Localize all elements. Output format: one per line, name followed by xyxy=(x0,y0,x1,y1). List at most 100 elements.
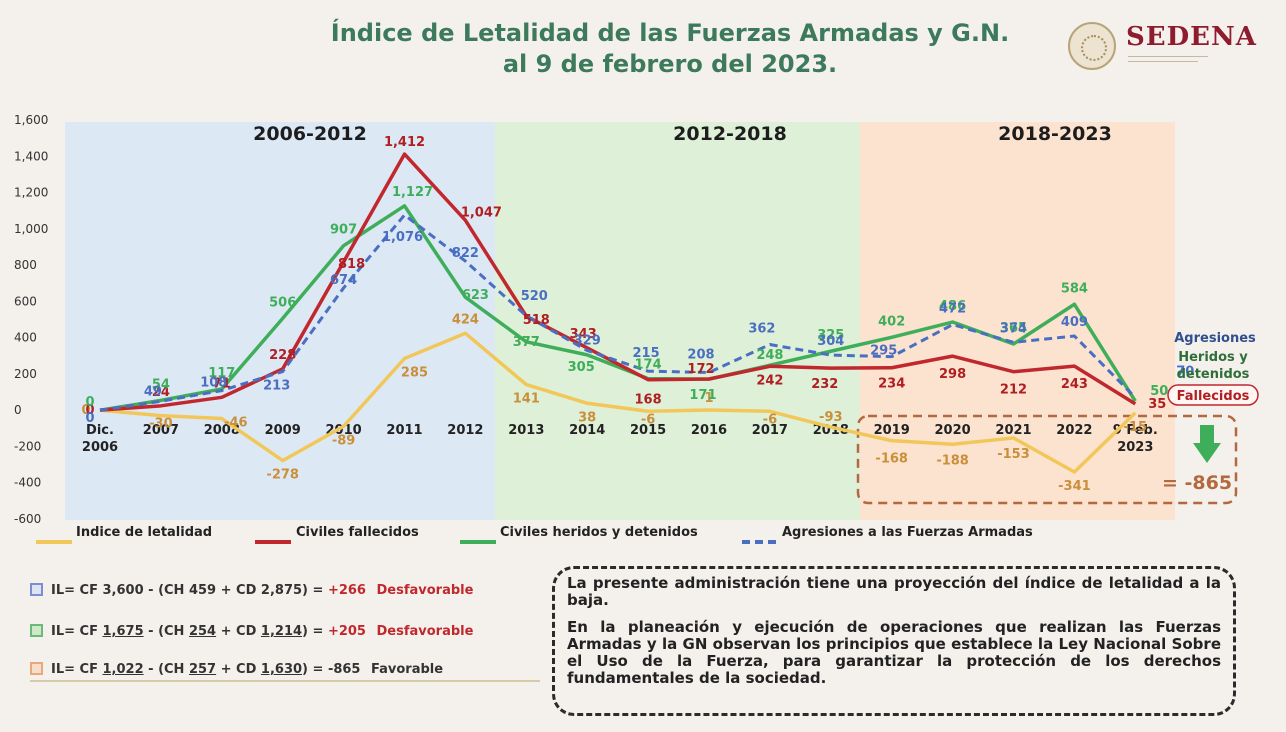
formula-mid1: - (CH xyxy=(143,662,189,677)
data-label: 298 xyxy=(939,367,966,382)
formula-verdict: Favorable xyxy=(371,662,444,677)
period-label-3: 2018-2023 xyxy=(998,123,1112,145)
x-tick-label: 9 Feb. xyxy=(1113,423,1158,438)
data-label: -30 xyxy=(149,417,173,432)
y-tick-label: -200 xyxy=(14,439,41,453)
formula-mid3: ) = xyxy=(302,583,328,598)
data-label: 174 xyxy=(635,358,662,373)
data-label: 343 xyxy=(570,327,597,342)
down-arrow-head xyxy=(1193,443,1221,463)
data-label: 402 xyxy=(878,314,905,329)
data-label: 24 xyxy=(152,385,170,400)
data-label: 228 xyxy=(269,348,296,363)
x-tick-label: 2018 xyxy=(813,423,849,438)
data-label: 1,076 xyxy=(382,230,423,245)
data-label: -188 xyxy=(936,453,969,468)
x-tick-label: 2015 xyxy=(630,423,666,438)
seal-icon xyxy=(1068,22,1116,70)
formula-cd: 2,875 xyxy=(260,583,303,598)
data-label: 108 xyxy=(200,376,227,391)
x-tick-label: 2022 xyxy=(1056,423,1092,438)
legend-label: Agresiones a las Fuerzas Armadas xyxy=(782,525,1033,540)
data-label: 329 xyxy=(574,334,601,349)
data-label: 365 xyxy=(1000,321,1027,336)
data-label: 0 xyxy=(85,395,94,410)
data-label: -153 xyxy=(997,447,1030,462)
data-label: 232 xyxy=(811,377,838,392)
data-label: 0 xyxy=(85,411,94,426)
data-label: 518 xyxy=(523,313,550,328)
formula-prefix: IL= CF xyxy=(51,662,103,677)
period-label-1: 2006-2012 xyxy=(253,123,367,145)
data-label: 674 xyxy=(330,273,357,288)
data-label: 1 xyxy=(704,391,713,406)
side-label-fallecidos-pill xyxy=(1167,384,1259,406)
data-label: 234 xyxy=(878,377,905,392)
x-tick-label: 2014 xyxy=(569,423,605,438)
note-paragraph-1: La presente administración tiene una pro… xyxy=(567,574,1221,609)
legend-swatch xyxy=(36,540,72,544)
x-tick-label: 2007 xyxy=(143,423,179,438)
total-label: = -865 xyxy=(1162,472,1232,494)
down-arrow-stem xyxy=(1200,425,1214,443)
formula-mid1: - (CH xyxy=(143,624,189,639)
formula-result: +205 xyxy=(327,624,366,639)
data-label: 172 xyxy=(687,362,714,377)
data-label: 584 xyxy=(1061,281,1088,296)
line-chart: 2006-2012 2012-2018 2018-2023-600-400-2000… xyxy=(14,113,1259,526)
data-label: 623 xyxy=(462,288,489,303)
data-label: 506 xyxy=(269,295,296,310)
x-tick-label: 2006 xyxy=(82,440,118,455)
data-label: -6 xyxy=(641,412,655,427)
formula-cd: 1,214 xyxy=(260,624,303,639)
data-label: 295 xyxy=(870,344,897,359)
title-line-2: al 9 de febrero del 2023. xyxy=(502,50,838,78)
x-tick-label: 2012 xyxy=(447,423,483,438)
formula-mid2: + CD xyxy=(216,583,261,598)
data-label: 472 xyxy=(939,302,966,317)
x-tick-label: 2013 xyxy=(508,423,544,438)
chart-title: Índice de Letalidad de las Fuerzas Armad… xyxy=(250,18,1090,80)
y-tick-label: 600 xyxy=(14,294,37,308)
formula-verdict: Desfavorable xyxy=(376,583,474,598)
data-label: 242 xyxy=(756,373,783,388)
side-label-fallecidos: Fallecidos xyxy=(1177,389,1250,404)
y-tick-label: -400 xyxy=(14,476,41,490)
logo-name: SEDENA xyxy=(1126,22,1257,52)
formula-mid3: ) = xyxy=(302,624,328,639)
period-swatch xyxy=(30,583,43,596)
data-label: -89 xyxy=(332,433,356,448)
x-tick-label: 2017 xyxy=(752,423,788,438)
legend-swatch xyxy=(742,540,778,544)
x-tick-label: 2019 xyxy=(874,423,910,438)
data-label: 1,127 xyxy=(392,185,433,200)
side-label-agresiones: Agresiones xyxy=(1174,331,1256,346)
formula-row: IL= CF 1,022 - (CH 257 + CD 1,630) = -86… xyxy=(30,662,443,677)
data-label: 248 xyxy=(756,348,783,363)
data-label: -278 xyxy=(266,468,299,483)
x-tick-label: 2023 xyxy=(1117,440,1153,455)
data-label: 215 xyxy=(633,346,660,361)
data-label: 0 xyxy=(85,403,94,418)
y-tick-label: -600 xyxy=(14,512,41,526)
formula-mid2: + CD xyxy=(216,624,261,639)
formula-underline xyxy=(30,680,540,682)
data-label: 907 xyxy=(330,223,357,238)
data-label: 1,047 xyxy=(461,205,502,220)
formula-mid1: - (CH xyxy=(143,583,189,598)
y-tick-label: 1,000 xyxy=(14,222,48,236)
data-label: 409 xyxy=(1061,315,1088,330)
data-label: -46 xyxy=(224,416,248,431)
y-tick-label: 1,200 xyxy=(14,186,48,200)
y-tick-label: 0 xyxy=(14,403,22,417)
data-label: 35 xyxy=(1148,397,1166,412)
data-label: -6 xyxy=(763,412,777,427)
formula-ch: 459 xyxy=(188,583,217,598)
formula-result: +266 xyxy=(327,583,366,598)
data-label: 171 xyxy=(689,388,716,403)
note-paragraph-2: En la planeación y ejecución de operacio… xyxy=(567,618,1221,687)
data-label: 38 xyxy=(578,410,596,425)
legend-label: Civiles heridos y detenidos xyxy=(500,525,698,540)
legend-label: Indice de letalidad xyxy=(76,525,213,540)
